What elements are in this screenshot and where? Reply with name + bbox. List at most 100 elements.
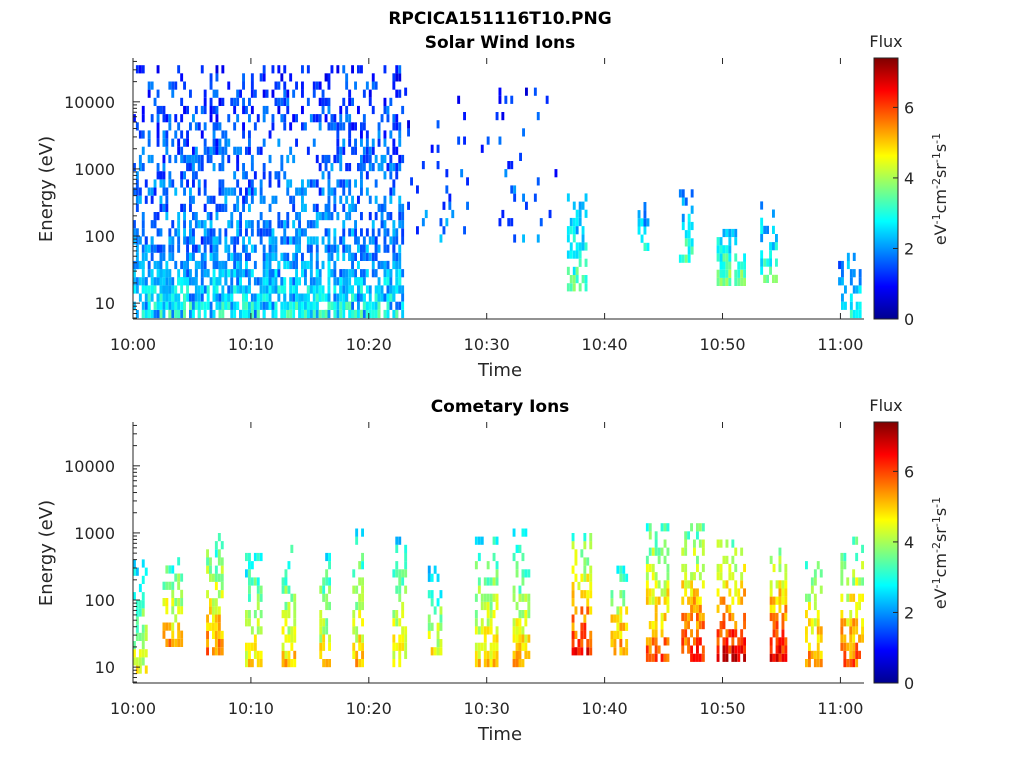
heatmap-cell — [180, 309, 184, 319]
heatmap-cell — [684, 539, 688, 548]
heatmap-cell — [180, 130, 184, 139]
heatmap-cell — [690, 580, 693, 589]
heatmap-cell — [716, 572, 720, 581]
heatmap-cell — [371, 228, 375, 237]
heatmap-cell — [852, 659, 856, 668]
heatmap-cell — [327, 212, 331, 221]
heatmap-cell — [772, 612, 776, 622]
heatmap-cell — [725, 580, 729, 589]
heatmap-cell — [221, 179, 225, 188]
heatmap-cell — [245, 105, 248, 115]
heatmap-cell — [374, 154, 378, 164]
heatmap-cell — [333, 122, 337, 131]
heatmap-cell — [725, 277, 729, 286]
heatmap-cell — [180, 285, 184, 294]
heatmap-cell — [194, 122, 198, 131]
heatmap-cell — [492, 642, 496, 651]
heatmap-cell — [666, 637, 670, 646]
heatmap-cell — [218, 187, 222, 196]
heatmap-cell — [654, 645, 658, 654]
heatmap-cell — [233, 122, 237, 131]
heatmap-cell — [678, 189, 682, 198]
heatmap-cell — [377, 163, 381, 172]
heatmap-cell — [574, 573, 578, 582]
heatmap-cell — [239, 89, 242, 98]
x-axis-label-cometary: Time — [477, 724, 522, 745]
heatmap-cell — [427, 565, 431, 574]
heatmap-cell — [277, 293, 281, 302]
heatmap-cell — [153, 309, 157, 319]
heatmap-cell — [168, 122, 172, 131]
heatmap-cell — [156, 277, 160, 286]
heatmap-cell — [168, 622, 172, 631]
heatmap-cell — [153, 220, 157, 229]
heatmap-cell — [492, 659, 496, 668]
heatmap-cell — [696, 596, 699, 605]
heatmap-cell — [524, 618, 528, 627]
heatmap-cell — [769, 580, 773, 589]
heatmap-cell — [138, 277, 142, 286]
heatmap-cell — [280, 252, 284, 261]
heatmap-cell — [242, 81, 245, 90]
heatmap-cell — [141, 632, 145, 641]
heatmap-cell — [666, 604, 670, 613]
heatmap-cell — [701, 612, 705, 622]
heatmap-cell — [271, 122, 275, 131]
heatmap-cell — [274, 252, 278, 261]
heatmap-cell — [684, 547, 688, 556]
heatmap-cell — [215, 252, 219, 261]
heatmap-cell — [250, 228, 254, 237]
heatmap-cell — [858, 577, 861, 586]
heatmap-cell — [319, 634, 323, 643]
heatmap-cell — [398, 203, 402, 212]
heatmap-cell — [194, 285, 198, 294]
heatmap-cell — [186, 154, 189, 164]
heatmap-cell — [583, 565, 587, 574]
heatmap-cell — [651, 629, 655, 638]
heatmap-cell — [589, 647, 593, 656]
heatmap-cell — [168, 301, 172, 310]
heatmap-cell — [722, 580, 726, 589]
heatmap-cell — [293, 626, 297, 635]
heatmap-cell — [348, 244, 352, 253]
heatmap-cell — [280, 154, 284, 164]
heatmap-cell — [772, 653, 776, 662]
heatmap-cell — [183, 293, 186, 302]
heatmap-cell — [217, 647, 221, 656]
heatmap-cell — [162, 163, 166, 172]
heatmap-cell — [221, 301, 225, 310]
heatmap-cell — [259, 277, 263, 286]
heatmap-cell — [357, 285, 360, 294]
heatmap-cell — [138, 195, 142, 204]
heatmap-cell — [345, 269, 349, 278]
heatmap-cell — [321, 187, 325, 196]
heatmap-cell — [383, 130, 387, 139]
heatmap-cell — [728, 277, 732, 286]
heatmap-cell — [321, 285, 325, 294]
heatmap-cell — [690, 645, 693, 654]
heatmap-cell — [361, 642, 364, 651]
heatmap-cell — [858, 269, 862, 278]
heatmap-cell — [177, 65, 181, 74]
heatmap-cell — [775, 612, 779, 622]
heatmap-cell — [404, 634, 408, 643]
heatmap-cell — [194, 105, 198, 115]
heatmap-cell — [177, 606, 181, 615]
heatmap-cell — [377, 138, 381, 147]
heatmap-cell — [250, 195, 254, 204]
heatmap-cell — [304, 269, 307, 278]
heatmap-cell — [395, 163, 399, 172]
heatmap-cell — [781, 596, 785, 605]
heatmap-cell — [301, 293, 304, 302]
heatmap-cell — [645, 555, 649, 564]
heatmap-cell — [197, 260, 201, 270]
heatmap-cell — [268, 154, 272, 164]
heatmap-cell — [174, 114, 178, 123]
heatmap-cell — [206, 614, 209, 623]
heatmap-cell — [268, 252, 272, 261]
heatmap-cell — [327, 252, 331, 261]
heatmap-cell — [286, 105, 290, 115]
heatmap-cell — [180, 277, 184, 286]
heatmap-cell — [651, 547, 655, 556]
heatmap-cell — [498, 95, 502, 104]
